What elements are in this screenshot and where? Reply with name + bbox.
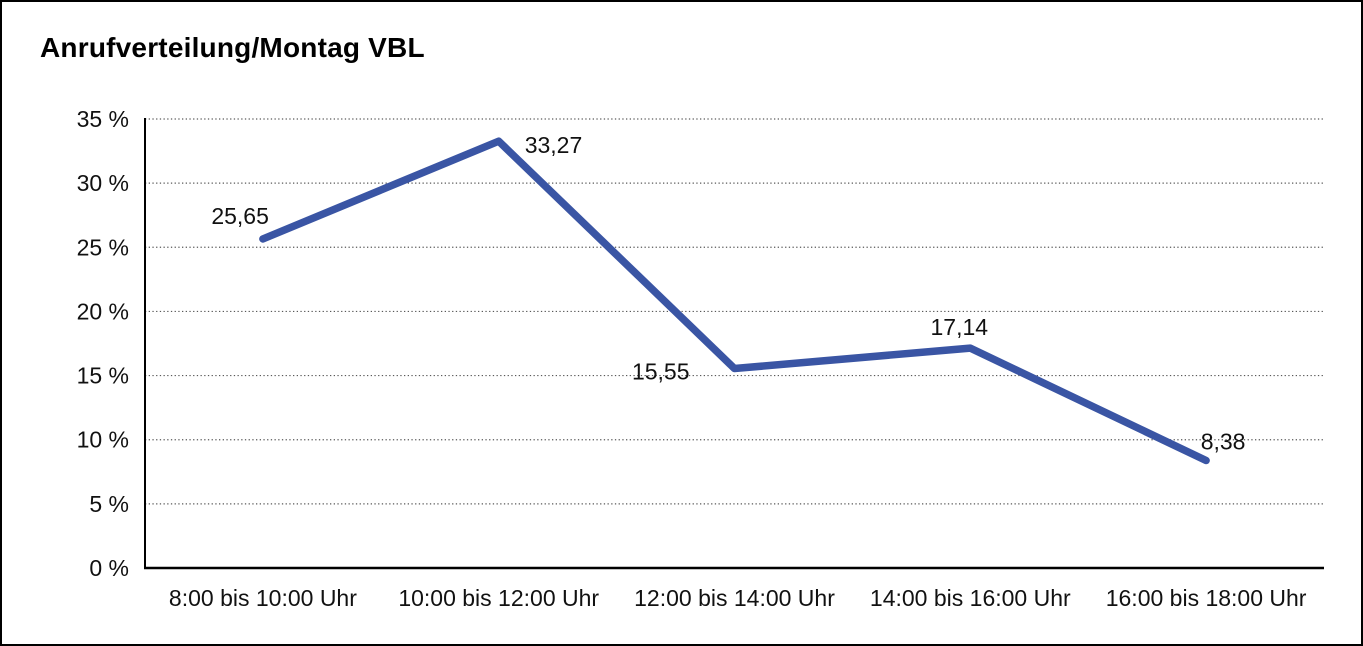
data-value-label: 8,38	[1201, 428, 1246, 454]
y-tick-label: 10 %	[77, 427, 129, 453]
y-tick-label: 20 %	[77, 298, 129, 324]
x-category-label: 16:00 bis 18:00 Uhr	[1106, 585, 1307, 611]
chart-title: Anrufverteilung/Montag VBL	[40, 32, 425, 63]
x-category-label: 8:00 bis 10:00 Uhr	[169, 585, 357, 611]
data-value-label: 25,65	[211, 203, 269, 229]
data-value-label: 17,14	[931, 314, 989, 340]
y-tick-label: 30 %	[77, 170, 129, 196]
data-line	[259, 137, 1210, 465]
x-category-label: 12:00 bis 14:00 Uhr	[634, 585, 835, 611]
y-tick-label: 15 %	[77, 363, 129, 389]
y-tick-label: 25 %	[77, 234, 129, 260]
x-category-label: 14:00 bis 16:00 Uhr	[870, 585, 1071, 611]
data-value-label: 33,27	[525, 132, 583, 158]
y-tick-label: 5 %	[89, 491, 129, 517]
y-tick-label: 0 %	[89, 555, 129, 581]
y-tick-label: 35 %	[77, 106, 129, 132]
x-category-label: 10:00 bis 12:00 Uhr	[398, 585, 599, 611]
data-value-label: 15,55	[632, 359, 690, 385]
